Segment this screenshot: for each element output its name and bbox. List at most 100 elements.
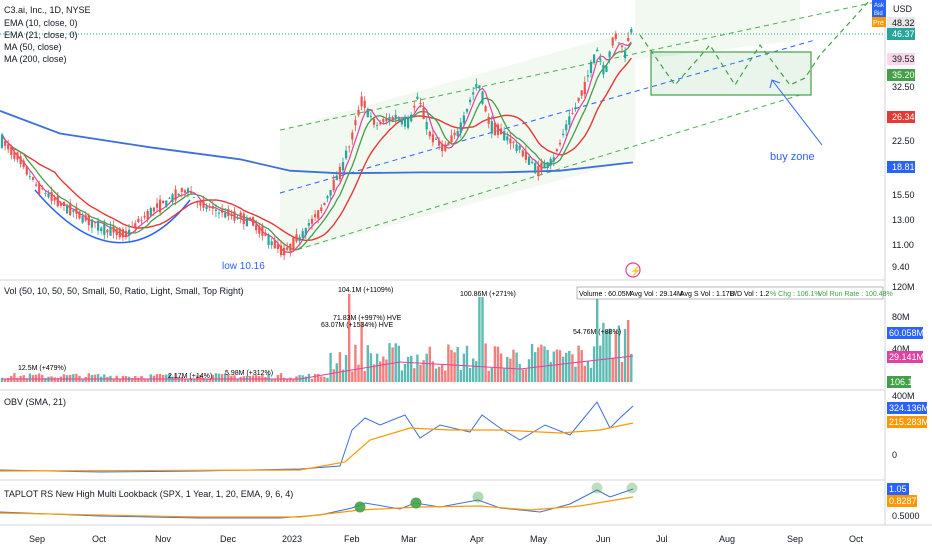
candle-body (465, 108, 469, 112)
pre-tag: Pre (873, 20, 884, 27)
projection-zigzag (639, 0, 871, 87)
price-tick-1300: 13.00 (892, 215, 915, 225)
indicator-ma50[interactable]: MA (50, close) (4, 42, 62, 52)
volume-bar (583, 365, 586, 382)
volume-stat-avg-vol: Avg Vol : 29.14M (630, 291, 683, 298)
candle-body (140, 220, 143, 222)
candle-body (484, 106, 487, 112)
candle-body (208, 207, 211, 208)
volume-bar (614, 331, 617, 382)
volume-bar (617, 325, 621, 382)
rs-ema-tag-bg (887, 495, 917, 507)
lightning-glyph: ⚡ (630, 265, 641, 277)
candle-body (283, 247, 286, 256)
candle-body (242, 213, 245, 225)
candle-body (614, 33, 617, 39)
ema10-price-tag-bg (887, 53, 915, 65)
volume-bar (270, 378, 273, 382)
candle-body (360, 96, 363, 107)
volume-bar (630, 353, 633, 382)
candle-body (602, 64, 605, 75)
candle-body (314, 214, 317, 218)
volume-bar (434, 368, 438, 382)
volume-bar (149, 374, 152, 382)
volume-bar (425, 353, 428, 382)
volume-bar (605, 330, 608, 382)
volume-bar (320, 376, 323, 382)
volume-bar (592, 346, 596, 382)
candle-body (159, 199, 162, 213)
candle-body (596, 49, 599, 52)
vol-axis-80m: 80M (892, 312, 910, 322)
volume-bar (93, 374, 97, 382)
time-tick-nov: Nov (155, 534, 172, 544)
candle-body (450, 135, 453, 143)
rs-ema-line (0, 496, 634, 518)
lightning-icon[interactable] (625, 262, 641, 278)
volume-bar (69, 374, 72, 382)
volume-bar (363, 370, 366, 382)
candle-body (481, 91, 484, 104)
candle-body (75, 207, 78, 214)
volume-bar (323, 376, 326, 382)
obv-tag-bg (887, 402, 927, 414)
candle-body (388, 117, 391, 122)
time-tick-apr: Apr (470, 534, 484, 544)
candle-body (345, 150, 348, 159)
volume-bar (72, 374, 75, 382)
symbol-title: C3.ai, Inc., 1D, NYSE (4, 5, 91, 15)
volume-bar (261, 374, 264, 382)
price-tick-940: 9.40 (892, 262, 910, 272)
indicator-ma200[interactable]: MA (200, close) (4, 54, 67, 64)
ask-tag: Ask (874, 3, 885, 9)
volume-bar (103, 374, 106, 382)
candle-body (574, 107, 577, 108)
indicator-ema21[interactable]: EMA (21, close, 0) (4, 30, 78, 40)
volume-bar (267, 373, 270, 382)
volume-bar (574, 366, 577, 382)
time-tick-aug: Aug (719, 534, 735, 544)
time-tick-feb: Feb (344, 534, 360, 544)
candle-body (425, 121, 428, 130)
buy-zone-box[interactable] (650, 51, 812, 96)
volume-bar (437, 366, 441, 382)
candle-body (397, 118, 400, 120)
volume-bar (397, 345, 400, 382)
obv-line (0, 401, 634, 473)
volume-bar (3, 378, 7, 382)
volume-bar (214, 373, 218, 382)
volume-bar (205, 378, 208, 382)
candle-body (419, 102, 422, 105)
volume-bar (208, 378, 211, 382)
vol-axis-120m: 120M (892, 282, 915, 292)
volume-bar (571, 354, 574, 382)
volume-bar (388, 343, 391, 382)
candle-body (363, 100, 366, 108)
obv-panel-title: OBV (SMA, 21) (4, 397, 66, 407)
cup-arc (34, 189, 191, 244)
candle-body (357, 109, 360, 116)
candle-body (90, 219, 93, 228)
volume-bar (503, 368, 506, 382)
obv-axis-400m: 400M (892, 391, 915, 401)
candle-body (469, 99, 472, 103)
indicator-ema10[interactable]: EMA (10, close, 0) (4, 18, 78, 28)
candle-body (413, 105, 416, 108)
candle-body (286, 247, 289, 250)
candle-body (143, 216, 146, 218)
volume-bar (496, 346, 500, 382)
candle-body (224, 212, 227, 218)
volume-bar (332, 369, 335, 382)
volume-bar (620, 361, 624, 382)
volume-bar (155, 374, 159, 382)
volume-bar (419, 364, 422, 382)
candle-body (534, 162, 537, 174)
time-tick-2023: 2023 (282, 534, 302, 544)
candle-body (93, 222, 97, 224)
candle-body (56, 196, 59, 207)
pre-tag-bg (872, 17, 886, 27)
candle-body (31, 177, 35, 180)
candle-body (44, 193, 47, 195)
time-tick-mar: Mar (401, 534, 417, 544)
